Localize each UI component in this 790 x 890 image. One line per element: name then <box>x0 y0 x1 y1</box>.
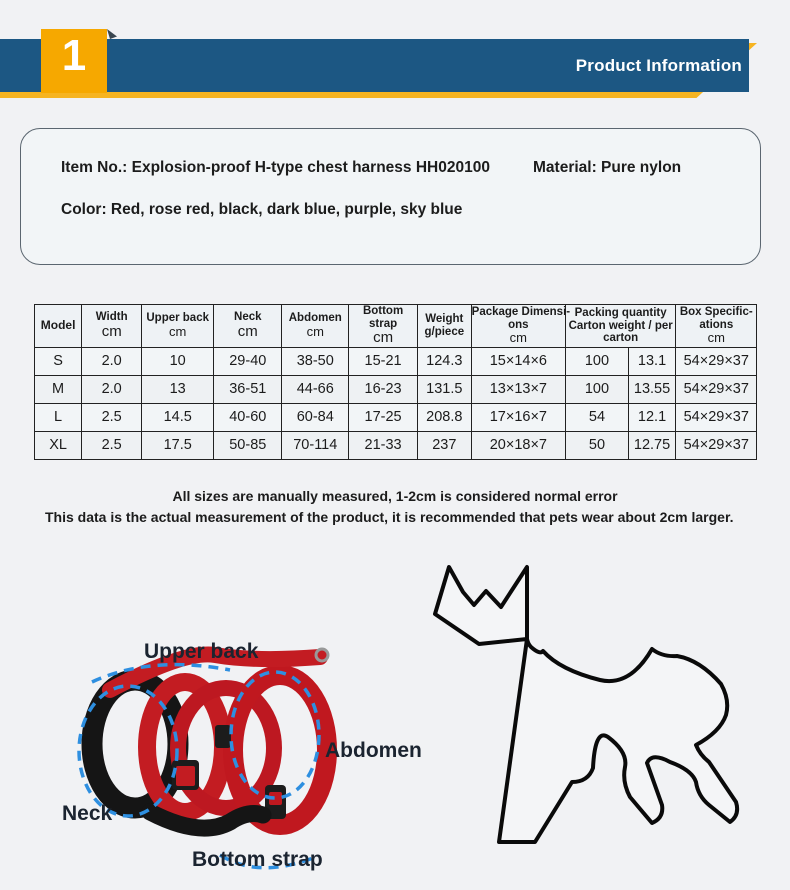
svg-text:Neck: Neck <box>62 802 113 825</box>
svg-text:Bottom strap: Bottom strap <box>192 848 323 871</box>
svg-text:Upper back: Upper back <box>144 640 259 663</box>
